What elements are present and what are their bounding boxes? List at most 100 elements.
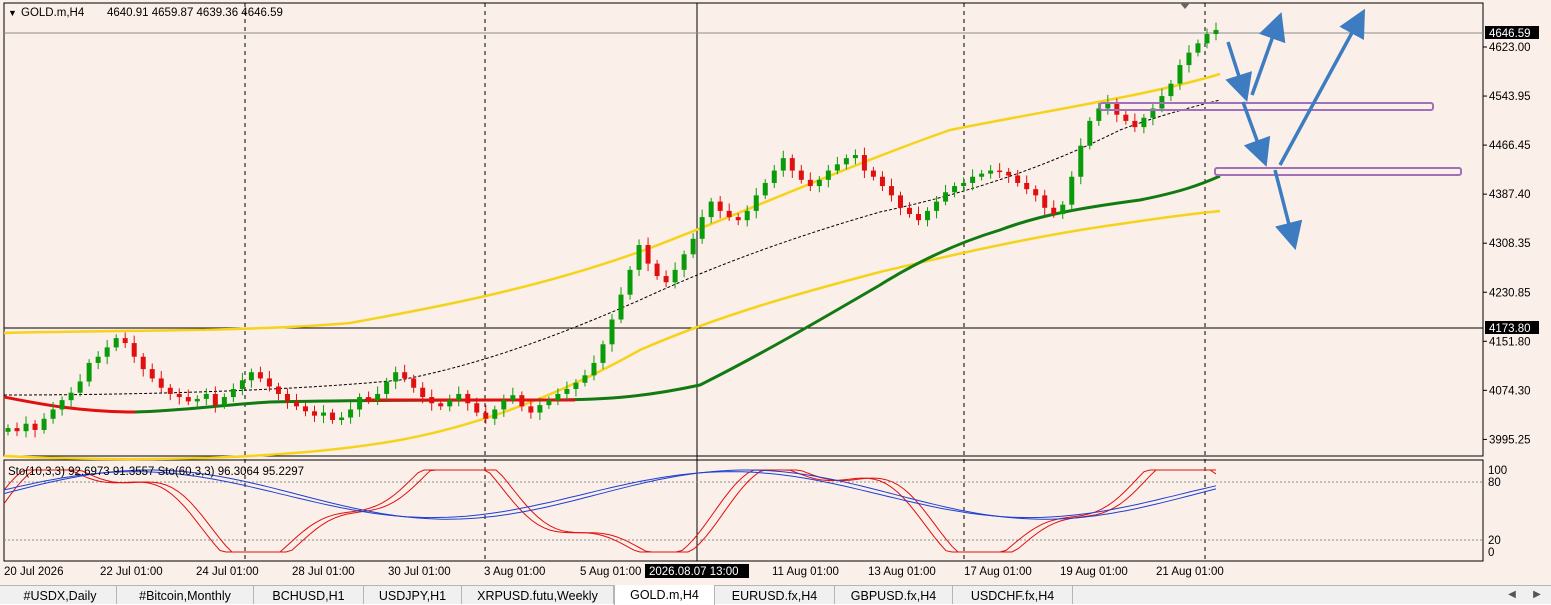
candle-body <box>943 192 949 202</box>
candle-body <box>77 381 83 393</box>
current-price-tag: 4646.59 <box>1489 28 1531 40</box>
tab-usdjpy-h1[interactable]: USDJPY,H1 <box>364 586 462 604</box>
tab-scroll-right-button[interactable]: ▶ <box>1533 589 1541 600</box>
stochastic-fast-signal <box>3 469 1217 553</box>
price-label: 4387.40 <box>1489 189 1531 201</box>
candle-body <box>1204 34 1210 44</box>
candle-body <box>248 372 254 381</box>
candle-body <box>708 201 714 218</box>
arrow-rally-up[interactable] <box>1250 12 1286 96</box>
candle-body <box>1213 29 1219 35</box>
candle-body <box>257 372 263 379</box>
arrow-second-drop[interactable] <box>1241 101 1271 167</box>
candle-body <box>916 213 922 221</box>
support-zone-box[interactable] <box>1214 167 1462 176</box>
candle-body <box>1096 108 1102 121</box>
candle-body <box>1132 120 1138 128</box>
time-label: 11 Aug 01:00 <box>772 566 839 578</box>
candle-body <box>384 381 390 394</box>
tab-gold-m-h4[interactable]: GOLD.m,H4 <box>614 585 715 605</box>
candle-body <box>275 386 281 394</box>
arrow-breakdown[interactable] <box>1273 169 1303 251</box>
candle-body <box>456 393 462 401</box>
candle-body <box>925 210 931 221</box>
time-label: 5 Aug 01:00 <box>580 566 641 578</box>
candle-body <box>1177 65 1183 84</box>
stoch-axis-label: 80 <box>1488 477 1501 489</box>
candle-body <box>825 170 831 180</box>
candle-body <box>988 170 994 174</box>
candle-body <box>1105 102 1111 109</box>
candle-body <box>68 392 74 401</box>
candle-body <box>699 217 705 239</box>
candle-body <box>293 401 299 407</box>
candle-body <box>609 319 615 345</box>
candle-body <box>807 179 813 187</box>
symbol-tab-bar: #USDX,Daily #Bitcoin,Monthly BCHUSD,H1 USDJ… <box>0 585 1551 605</box>
candle-body <box>970 176 976 183</box>
tab-bitcoin-monthly[interactable]: #Bitcoin,Monthly <box>117 586 254 604</box>
candle-body <box>339 417 345 421</box>
stochastic-slow-signal <box>3 471 1217 519</box>
chart-collapse-glyph[interactable]: ▼ <box>8 8 17 18</box>
candle-body <box>735 217 741 221</box>
candle-body <box>375 393 381 401</box>
candle-body <box>302 406 308 412</box>
price-axis: 4623.00 4543.95 4466.45 4387.40 4308.35 4230.… <box>1483 42 1531 446</box>
candle-body <box>366 397 372 401</box>
candle-body <box>690 238 696 255</box>
candle-body <box>203 393 209 399</box>
time-label: 24 Jul 01:00 <box>196 566 259 578</box>
candle-body <box>636 245 642 270</box>
candle-body <box>402 372 408 379</box>
time-label: 30 Jul 01:00 <box>388 566 451 578</box>
candle-body <box>50 409 56 419</box>
candle-body <box>753 195 759 211</box>
candle-body <box>41 418 47 430</box>
crosshair-price-tag: 4173.80 <box>1489 323 1531 335</box>
candle-body <box>212 393 218 406</box>
tab-usdx-daily[interactable]: #USDX,Daily <box>4 586 117 604</box>
candle-body <box>321 412 327 416</box>
candle-body <box>1015 175 1021 183</box>
arrow-big-rally[interactable] <box>1278 8 1366 166</box>
candle-body <box>312 411 318 416</box>
tab-bchusd-h1[interactable]: BCHUSD,H1 <box>254 586 364 604</box>
candle-body <box>501 400 507 410</box>
candle-body <box>185 397 191 402</box>
tab-gbpusd-fx-h4[interactable]: GBPUSD.fx,H4 <box>835 586 953 604</box>
candle-body <box>122 338 128 344</box>
candle-body <box>167 387 173 394</box>
tab-eurusd-fx-h4[interactable]: EURUSD.fx,H4 <box>715 586 835 604</box>
candle-body <box>591 362 597 376</box>
tab-xrpusd-futu-weekly[interactable]: XRPUSD.futu,Weekly <box>462 586 614 604</box>
candle-body <box>158 378 164 388</box>
crosshair-price-tag-bg <box>1485 321 1539 334</box>
candle-body <box>1123 114 1129 121</box>
candle-body <box>564 388 570 394</box>
candle-body <box>762 182 768 196</box>
candle-body <box>176 393 182 398</box>
resistance-zone-box[interactable] <box>1099 102 1434 111</box>
candle-body <box>789 158 795 171</box>
candle-body <box>429 397 435 404</box>
tab-scroll-left-button[interactable]: ◀ <box>1508 589 1516 600</box>
candle-body <box>780 158 786 171</box>
price-chart[interactable]: ▼ GOLD.m,H4 4640.91 4659.87 4639.36 4646… <box>0 0 1551 585</box>
candle-body <box>149 369 155 379</box>
candle-body <box>95 356 101 363</box>
candle-body <box>555 393 561 401</box>
time-label: 22 Jul 01:00 <box>100 566 163 578</box>
candle-body <box>14 428 20 432</box>
scenario-arrows[interactable] <box>1225 8 1366 251</box>
candle-body <box>32 423 38 430</box>
candle-body <box>663 276 669 283</box>
candle-body <box>1141 117 1147 128</box>
candle-body <box>519 395 525 407</box>
arrow-pullback-down[interactable] <box>1225 41 1253 103</box>
price-label: 4308.35 <box>1489 238 1531 250</box>
candle-body <box>573 382 579 389</box>
tab-usdchf-fx-h4[interactable]: USDCHF.fx,H4 <box>953 586 1073 604</box>
candle-body <box>113 338 119 348</box>
